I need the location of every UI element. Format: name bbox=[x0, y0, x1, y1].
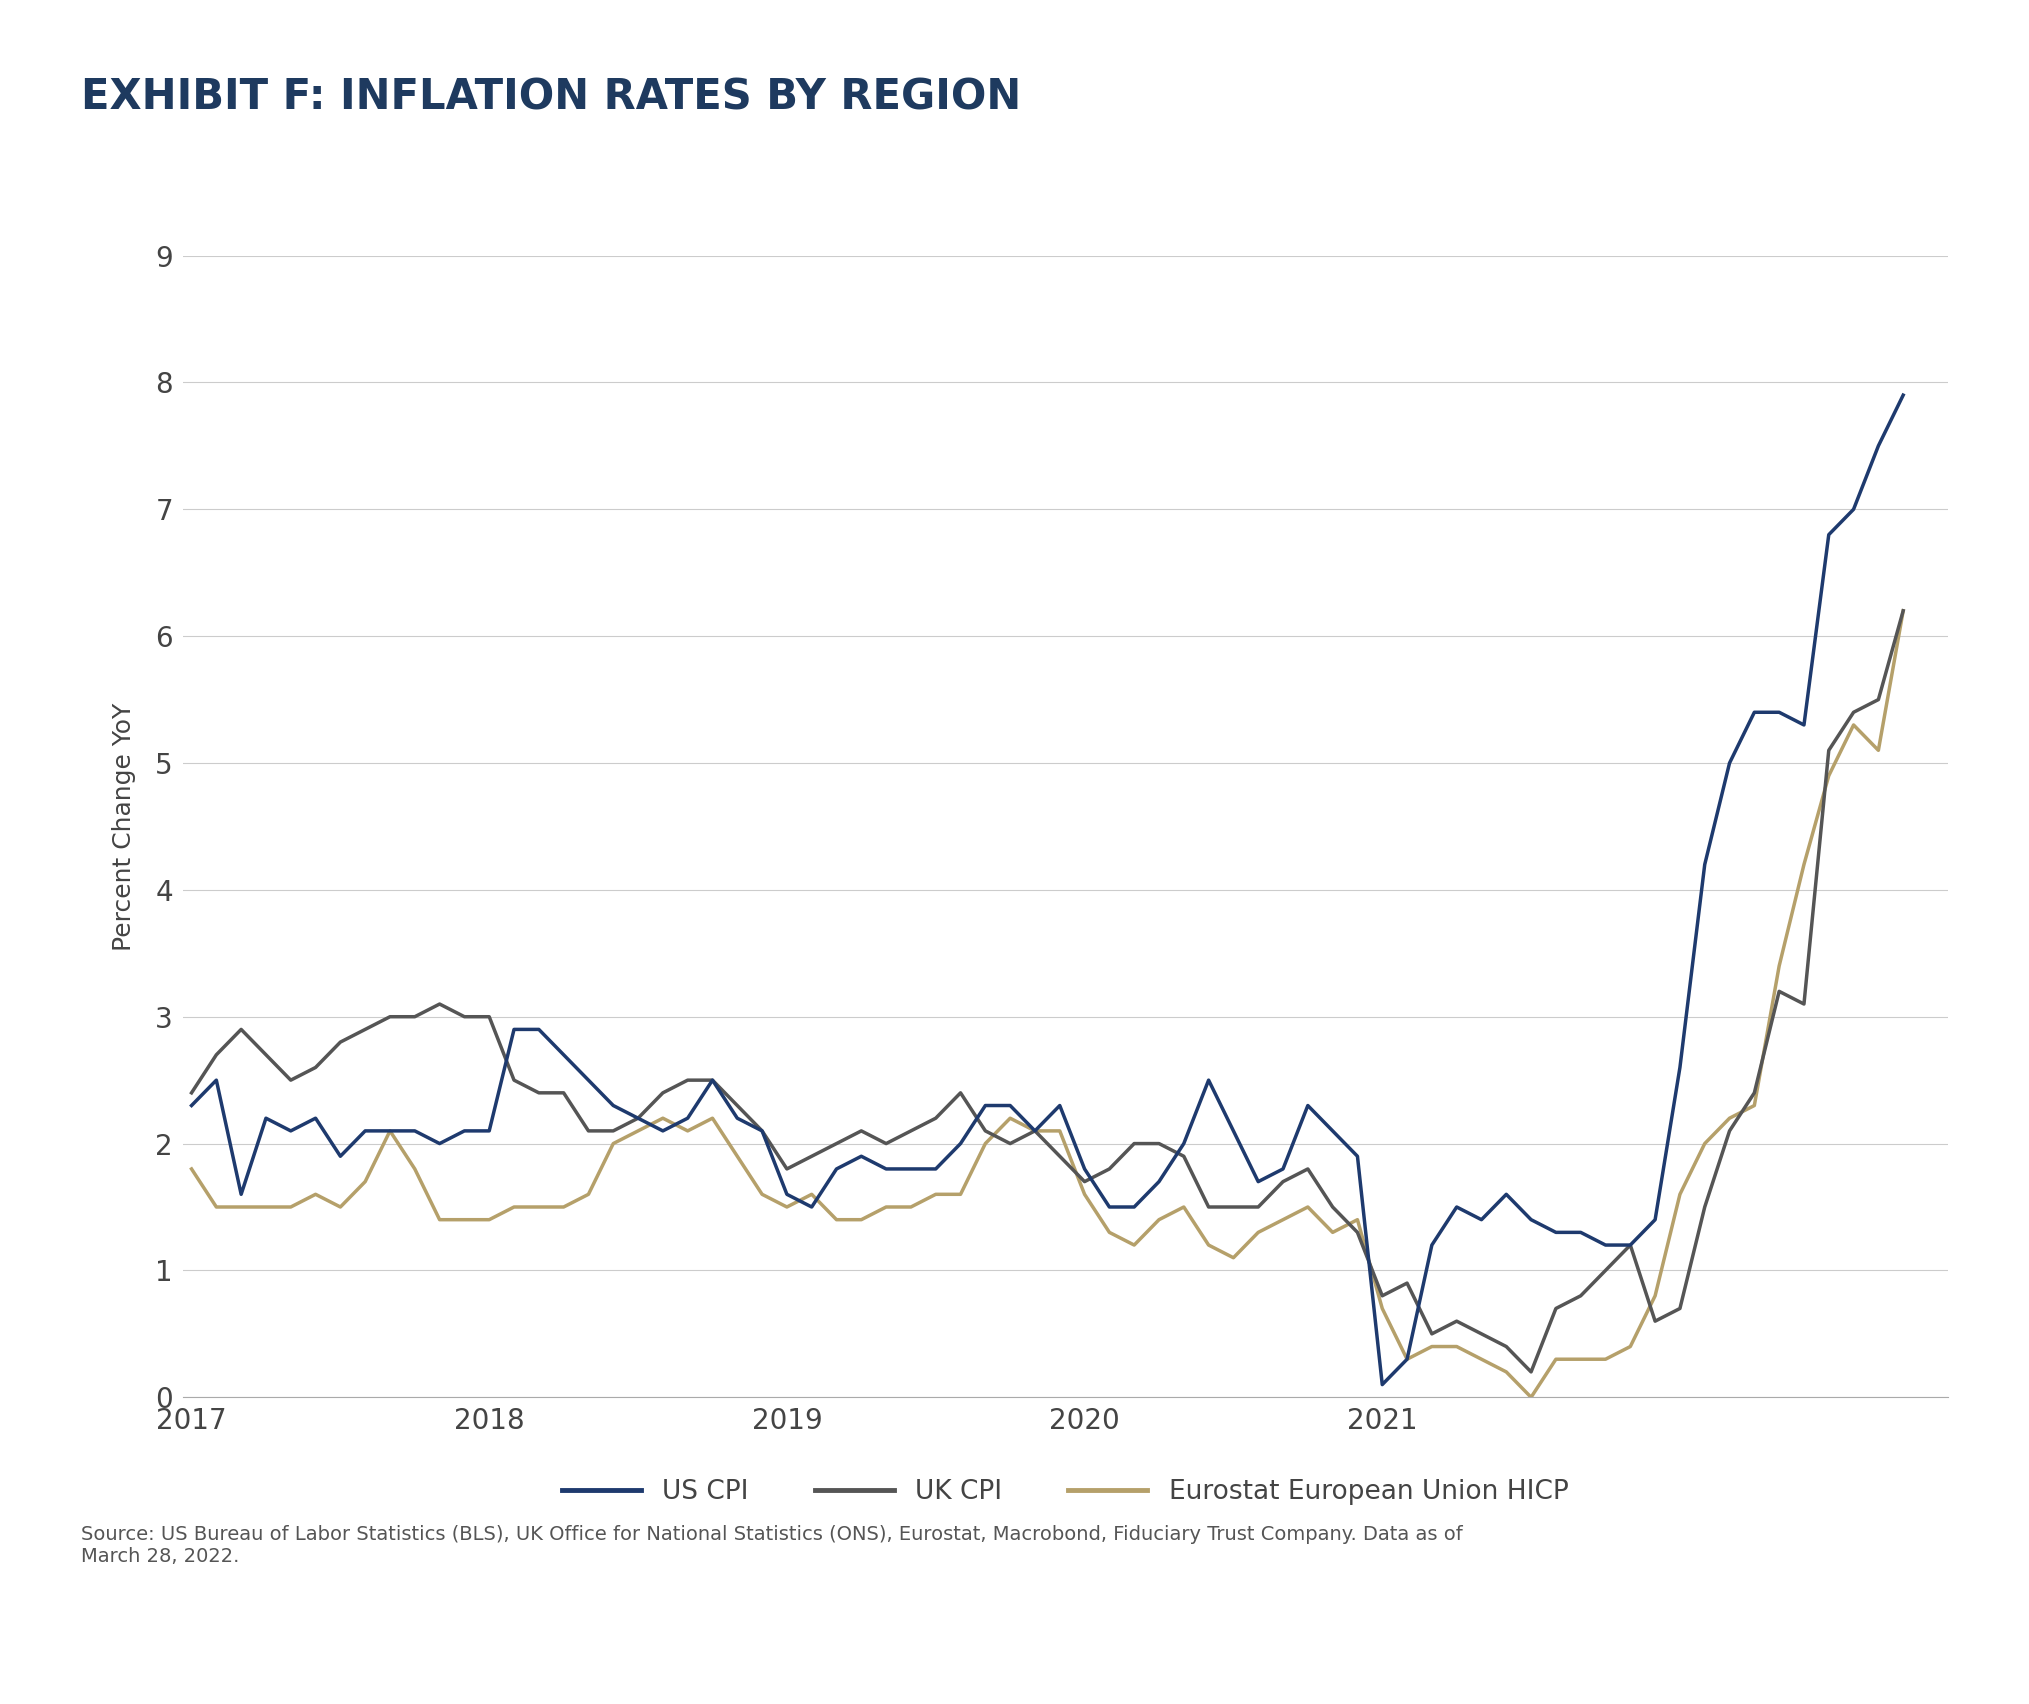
UK CPI bbox=[1891, 600, 1915, 620]
UK CPI bbox=[179, 1082, 203, 1102]
US CPI bbox=[1643, 1210, 1668, 1230]
Legend: US CPI, UK CPI, Eurostat European Union HICP: US CPI, UK CPI, Eurostat European Union … bbox=[552, 1469, 1579, 1515]
UK CPI bbox=[1668, 1298, 1692, 1319]
UK CPI bbox=[1122, 1133, 1146, 1154]
UK CPI bbox=[1643, 1310, 1668, 1331]
US CPI bbox=[1122, 1196, 1146, 1217]
Line: Eurostat European Union HICP: Eurostat European Union HICP bbox=[191, 610, 1903, 1397]
Eurostat European Union HICP bbox=[1122, 1235, 1146, 1256]
UK CPI bbox=[402, 1007, 426, 1028]
Text: EXHIBIT F: INFLATION RATES BY REGION: EXHIBIT F: INFLATION RATES BY REGION bbox=[81, 77, 1021, 119]
UK CPI bbox=[1520, 1361, 1544, 1382]
Y-axis label: Percent Change YoY: Percent Change YoY bbox=[112, 702, 136, 951]
Text: Source: US Bureau of Labor Statistics (BLS), UK Office for National Statistics (: Source: US Bureau of Labor Statistics (B… bbox=[81, 1525, 1463, 1566]
US CPI bbox=[1891, 385, 1915, 406]
US CPI bbox=[700, 1070, 724, 1091]
Eurostat European Union HICP bbox=[1668, 1184, 1692, 1205]
Eurostat European Union HICP bbox=[1520, 1387, 1544, 1408]
US CPI bbox=[179, 1096, 203, 1116]
Eurostat European Union HICP bbox=[700, 1108, 724, 1128]
Eurostat European Union HICP bbox=[1891, 600, 1915, 620]
Line: UK CPI: UK CPI bbox=[191, 610, 1903, 1372]
US CPI bbox=[1370, 1375, 1394, 1396]
Eurostat European Union HICP bbox=[1643, 1285, 1668, 1305]
US CPI bbox=[402, 1121, 426, 1142]
UK CPI bbox=[576, 1121, 601, 1142]
US CPI bbox=[576, 1070, 601, 1091]
US CPI bbox=[1668, 1056, 1692, 1077]
Eurostat European Union HICP bbox=[179, 1159, 203, 1179]
Eurostat European Union HICP bbox=[402, 1159, 426, 1179]
Line: US CPI: US CPI bbox=[191, 395, 1903, 1385]
Eurostat European Union HICP bbox=[576, 1184, 601, 1205]
UK CPI bbox=[700, 1070, 724, 1091]
